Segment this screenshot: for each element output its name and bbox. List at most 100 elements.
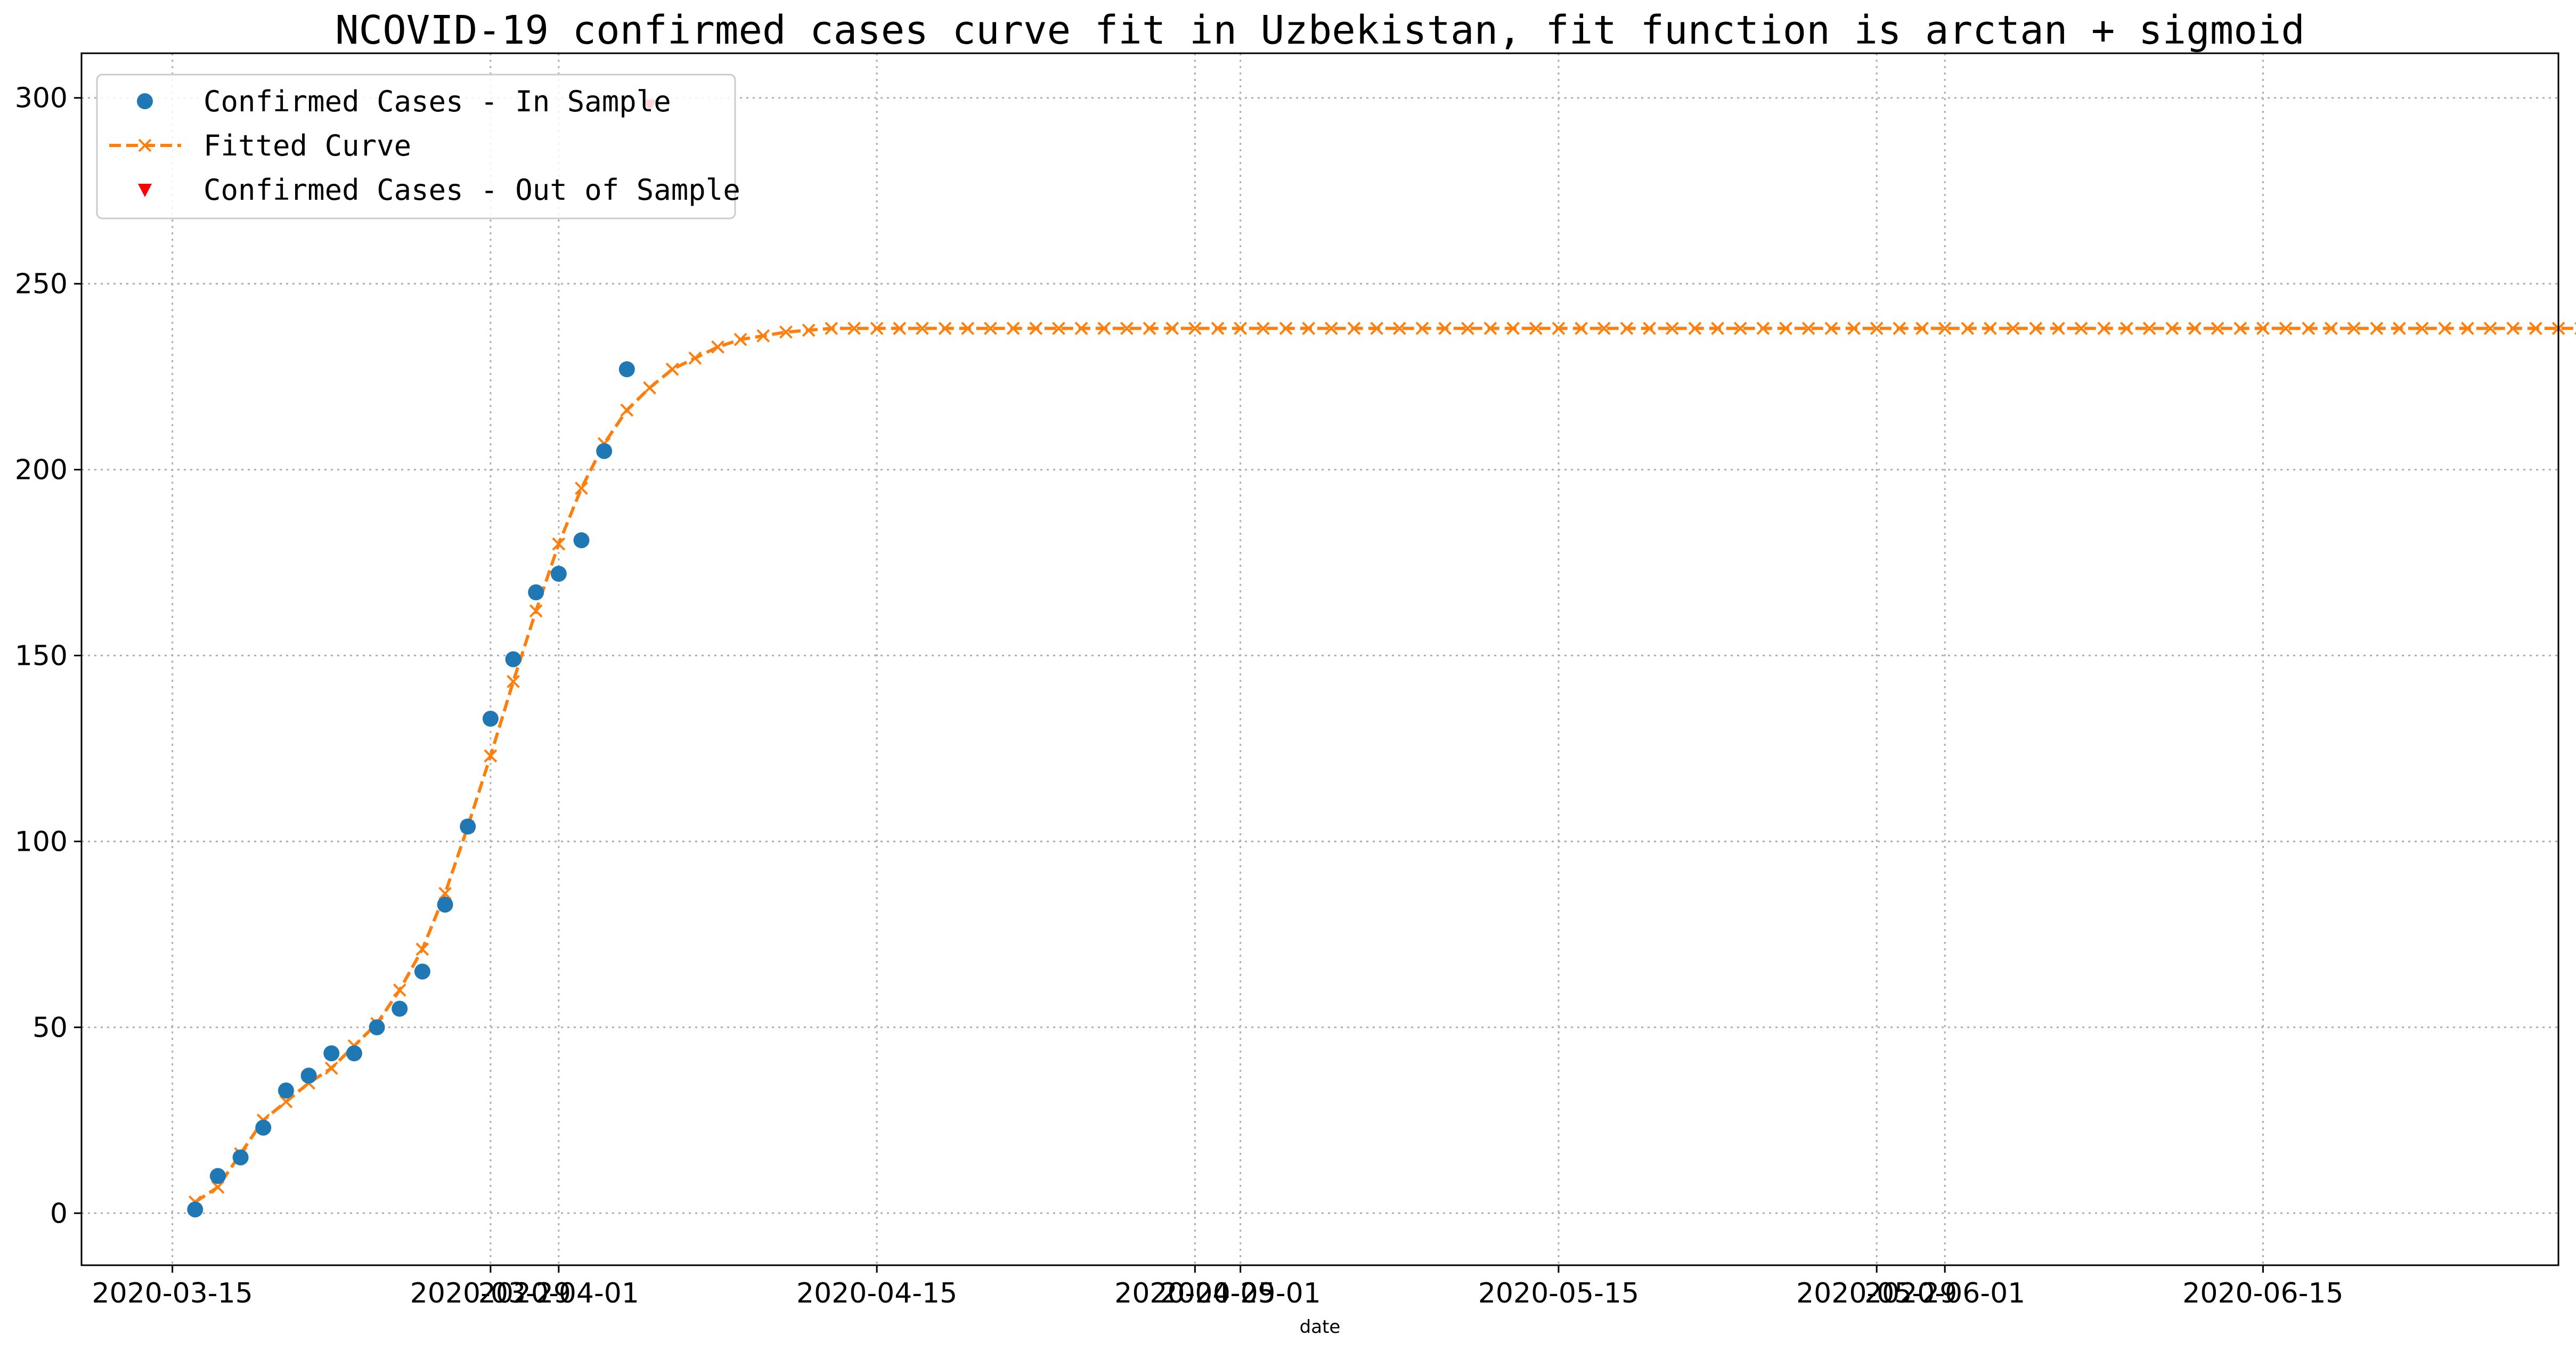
- fitted-curve-marker: [984, 321, 997, 335]
- fitted-curve-marker: [2097, 321, 2111, 335]
- x-tick-label: 2020-04-29: [1114, 1277, 1275, 1309]
- legend: Confirmed Cases - In Sample Fitted Curve C…: [96, 74, 740, 219]
- fitted-curve-marker: [1415, 321, 1429, 335]
- fitted-curve-marker: [893, 321, 907, 335]
- fitted-curve-marker: [733, 332, 747, 346]
- in-sample-point: [528, 584, 544, 600]
- fitted-curve-marker: [1074, 321, 1088, 335]
- fitted-curve-marker: [2483, 321, 2497, 335]
- y-tick-label: 150: [15, 640, 68, 672]
- fitted-curve-marker: [507, 674, 520, 688]
- fitted-curve-marker: [211, 1181, 225, 1194]
- fitted-curve-marker: [2165, 321, 2179, 335]
- x-axis-label: date: [1300, 1316, 1341, 1338]
- fitted-curve-marker: [711, 340, 724, 354]
- fitted-curve-marker: [688, 351, 702, 365]
- fitted-curve-marker: [802, 323, 816, 337]
- legend-label: Confirmed Cases - In Sample: [203, 85, 671, 118]
- fitted-curve-marker: [1665, 321, 1679, 335]
- in-sample-point: [369, 1019, 385, 1036]
- legend-box: [96, 74, 736, 219]
- in-sample-point: [460, 818, 476, 835]
- x-tick-label: 2020-06-15: [2182, 1277, 2343, 1309]
- fitted-curve-marker: [1211, 321, 1225, 335]
- fitted-curve-marker: [2324, 321, 2338, 335]
- fitted-curve-marker: [1893, 321, 1906, 335]
- fitted-curve-marker: [756, 329, 770, 343]
- fitted-curve-marker: [2029, 321, 2043, 335]
- in-sample-point: [437, 897, 453, 913]
- y-tick-label: 50: [32, 1012, 68, 1044]
- y-tick-label: 200: [15, 454, 68, 486]
- in-sample-point: [414, 963, 430, 980]
- fitted-curve-marker: [1938, 321, 1952, 335]
- fitted-curve-marker: [1234, 321, 1248, 335]
- fitted-curve-marker: [2188, 321, 2202, 335]
- fitted-curve-marker: [938, 321, 952, 335]
- in-sample-point: [618, 361, 635, 378]
- in-sample-point: [300, 1068, 317, 1084]
- y-tick-label: 100: [15, 826, 68, 858]
- fitted-curve-marker: [847, 321, 861, 335]
- fitted-curve-marker: [1597, 321, 1611, 335]
- in-sample-point: [392, 1000, 408, 1017]
- fitted-curve-marker: [1575, 321, 1588, 335]
- fitted-curve-marker: [1915, 321, 1929, 335]
- fitted-curve-marker: [1643, 321, 1656, 335]
- fitted-curve-marker: [2256, 321, 2270, 335]
- fitted-curve-marker: [1029, 321, 1043, 335]
- x-tick-label: 2020-06-01: [1864, 1277, 2025, 1309]
- fitted-curve-marker: [484, 749, 498, 763]
- fitted-curve-marker: [1688, 321, 1702, 335]
- fitted-curve-marker: [665, 362, 679, 376]
- chart-title: NCOVID-19 confirmed cases curve fit in U…: [335, 7, 2305, 53]
- fitted-curve-marker: [2006, 321, 2020, 335]
- fitted-curve-marker: [2120, 321, 2133, 335]
- fitted-curve-marker: [1120, 321, 1134, 335]
- fitted-curve-marker: [2415, 321, 2429, 335]
- fitted-curve-marker: [1552, 321, 1566, 335]
- fitted-curve-marker: [1483, 321, 1497, 335]
- fitted-curve-marker: [1051, 321, 1065, 335]
- fitted-curve-marker: [2529, 321, 2542, 335]
- fitted-curve-marker: [2347, 321, 2361, 335]
- fitted-curve-marker: [438, 886, 452, 900]
- fitted-curve-marker: [779, 325, 793, 339]
- fitted-curve-marker: [2142, 321, 2156, 335]
- fitted-curve-marker: [1347, 321, 1361, 335]
- fitted-curve-marker: [1733, 321, 1747, 335]
- fitted-curve-marker: [1188, 321, 1202, 335]
- x-tick-label: 2020-05-01: [1160, 1277, 1321, 1309]
- in-sample-point: [573, 532, 590, 549]
- fitted-curve-marker: [415, 942, 429, 956]
- fitted-curve-marker: [1984, 321, 1997, 335]
- x-tick-label: 2020-03-29: [410, 1277, 571, 1309]
- fitted-curve-marker: [1870, 321, 1884, 335]
- fitted-curve-marker: [1143, 321, 1156, 335]
- fitted-curve-marker: [2052, 321, 2065, 335]
- plot-frame: [80, 52, 2559, 1266]
- fitted-curve-marker: [1370, 321, 1384, 335]
- fitted-curve-marker: [1165, 321, 1179, 335]
- fitted-curve-line: [194, 327, 2576, 1203]
- fitted-curve-marker: [2370, 321, 2384, 335]
- fitted-curve-marker: [961, 321, 975, 335]
- fitted-curve-marker: [1801, 321, 1815, 335]
- in-sample-point: [346, 1045, 362, 1062]
- fitted-curve-marker: [2233, 321, 2247, 335]
- fitted-curve-marker: [324, 1061, 338, 1075]
- x-tick-label: 2020-03-15: [92, 1277, 253, 1309]
- y-tick-label: 250: [15, 268, 68, 300]
- fitted-curve-marker: [2438, 321, 2452, 335]
- in-sample-point: [505, 651, 521, 668]
- fitted-curve-marker: [1756, 321, 1770, 335]
- fitted-curve-marker: [2279, 321, 2293, 335]
- fitted-curve-marker: [1461, 321, 1474, 335]
- in-sample-point: [255, 1119, 272, 1136]
- x-tick-label: 2020-04-15: [796, 1277, 957, 1309]
- fitted-curve-marker: [279, 1095, 293, 1109]
- fitted-curve-marker: [1529, 321, 1543, 335]
